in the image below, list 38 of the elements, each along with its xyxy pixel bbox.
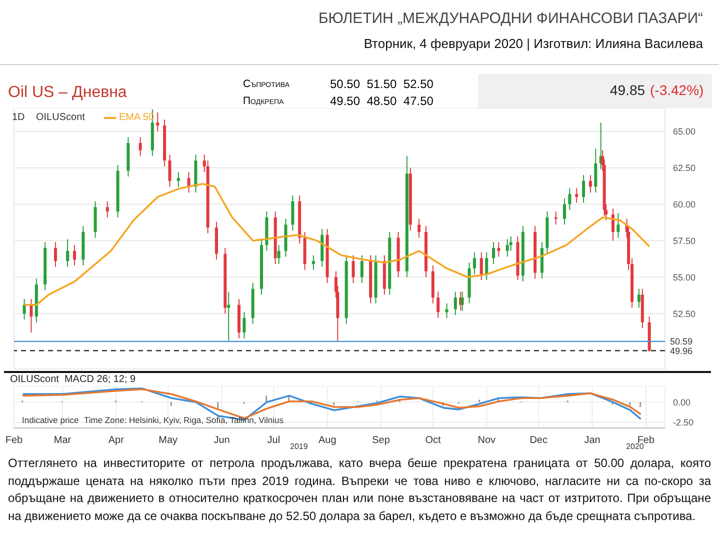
annotation: OILUScont [36,112,85,123]
y-tick-label: 57.50 [673,236,696,246]
x-tick-label: Feb [5,435,24,446]
annotation: 49.50 48.50 47.50 [330,94,434,108]
ref-line-label: 50.59 [670,336,693,347]
text: 2020 [626,442,644,451]
chart-subtitle: Вторник, 4 февруари 2020 | Изготвил: Илияна Василева [364,36,703,51]
x-tick-label: Jun [214,435,230,446]
text: Подкрепа [243,95,284,107]
x-tick-label: Jan [584,435,600,446]
y-tick-label: 65.00 [673,126,696,137]
chart-title: БЮЛЕТИН „МЕЖДУНАРОДНИ ФИНАНСОВИ ПАЗАРИ“ [318,10,703,27]
x-tick-label: Oct [425,435,441,446]
text: 2019 [290,442,308,451]
text: 49.85 [610,82,646,98]
x-tick-label: Nov [478,435,496,446]
x-tick-label: Apr [108,435,125,446]
y-tick-label: -2.50 [673,418,694,428]
text: Съпротива [243,78,290,90]
text: (-3.42%) [650,82,704,98]
x-tick-label: Dec [530,435,548,446]
y-tick-label: 62.50 [673,162,696,173]
text: Oil US – Дневна [8,84,127,102]
y-tick-label: 55.00 [673,272,696,282]
y-tick-label: 60.00 [673,199,696,210]
x-tick-label: Mar [54,435,72,446]
ref-line-label: 49.96 [670,346,693,356]
x-tick-label: Jul [267,435,280,446]
text: 50.50 51.50 52.50 [330,77,434,91]
y-tick-label: 52.50 [673,308,696,319]
y-tick-label: 0.00 [673,397,691,408]
annotation: Indicative price [22,415,79,425]
x-tick-label: Sep [372,435,390,446]
x-tick-label: May [158,435,178,446]
annotation: 1D [12,112,25,123]
chart-title: OILUScont MACD 26; 12; 9 [10,374,136,385]
x-tick-label: Aug [318,435,336,446]
text: Оттеглянето на инвеститорите от петрола продължава, като вчера беше прекратена границата от 50.00 долара, която поддържаше цената на няколко пъти през 2019 година. Въпреки че това ниво е ключово, нагласите ни са по-скоро за обръщане на движението в относително краткосрочен план или поне възстановяване на част от изтритото. При обръщане на движението може да се очаква поскъпване до 52.50 долара за барел, където е възможно да бъде срещната съпротива. [8,455,711,525]
